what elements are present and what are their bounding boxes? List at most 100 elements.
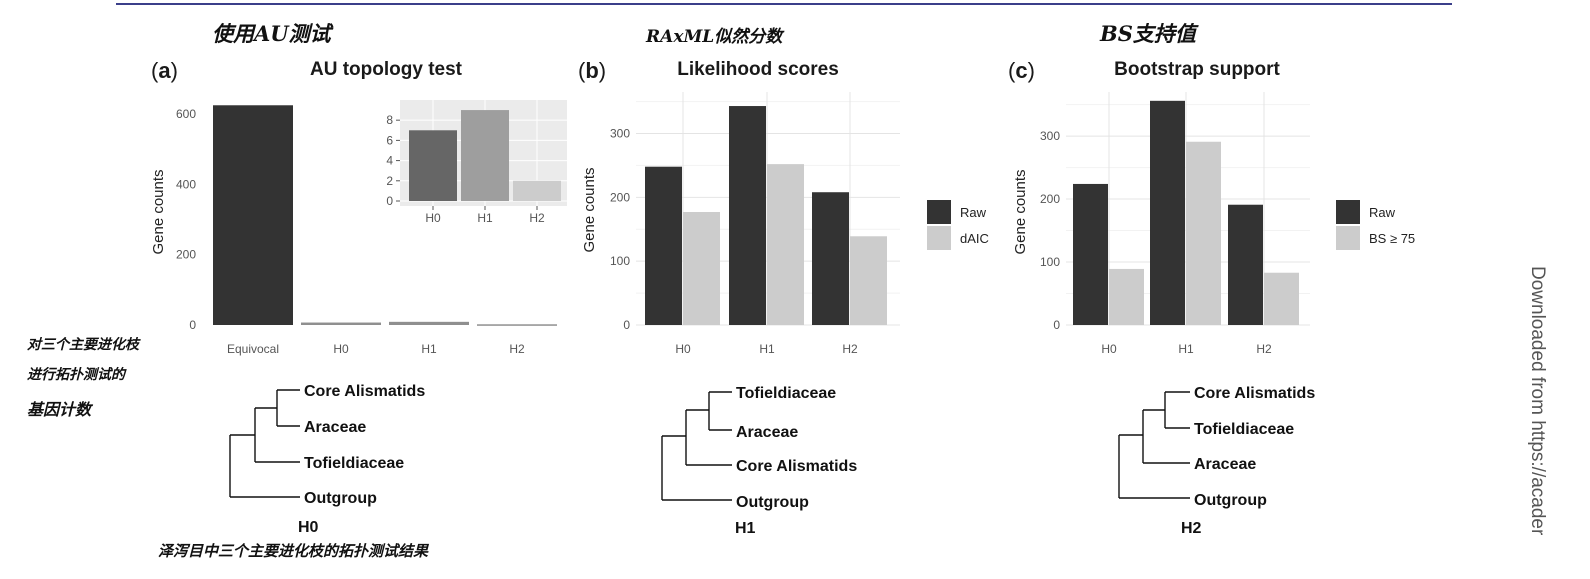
y-tick-label: 0 (189, 318, 196, 332)
tree-h0-taxon-2: Araceae (304, 419, 366, 436)
panel-a-y-axis: 0 200 400 600 (176, 107, 196, 332)
y-tick-label: 600 (176, 107, 196, 121)
panel-c-title: Bootstrap support (1114, 59, 1280, 80)
inset-x-tick-label: H2 (529, 211, 545, 225)
bar-h1-series-2 (1186, 141, 1221, 325)
legend-label-raw: Raw (1369, 205, 1396, 220)
annotation-raxml: RAxML似然分数 (646, 27, 783, 47)
tree-h0-name: H0 (298, 519, 319, 536)
panel-b-x-axis: H0 H1 H2 (675, 342, 858, 356)
inset-bar-h2 (513, 180, 561, 201)
bar-h2-series-1 (1228, 204, 1263, 325)
panel-a-bars (213, 105, 557, 326)
download-watermark: Downloaded from https://acader (1527, 266, 1548, 536)
inset-y-tick-label: 8 (386, 113, 393, 127)
panel-c-bars (1073, 100, 1299, 325)
panel-a-inset: 0 2 4 6 8 H0 H1 H2 (386, 100, 567, 225)
panel-b-label: (b) (578, 58, 606, 83)
panel-a: (a) AU topology test Gene counts 0200400… (150, 58, 567, 356)
bar-h2 (477, 324, 557, 326)
bar-h1-series-1 (729, 106, 766, 325)
bar-h2-series-2 (850, 236, 887, 325)
panel-a-title: AU topology test (310, 59, 463, 80)
tree-h1: Tofieldiaceae Araceae Core Alismatids Ou… (661, 385, 857, 537)
y-tick-label: 0 (623, 318, 630, 332)
tree-h2-branches (1118, 391, 1190, 499)
x-tick-label: H0 (333, 342, 349, 356)
inset-x-tick-label: H1 (477, 211, 493, 225)
inset-bar-h0 (409, 130, 457, 201)
panel-c-ylabel: Gene counts (1012, 169, 1029, 254)
panel-a-ylabel: Gene counts (150, 169, 167, 254)
x-tick-label: H1 (1178, 342, 1194, 356)
tree-h2-name: H2 (1181, 520, 1202, 537)
tree-h2-taxon-1: Core Alismatids (1194, 385, 1315, 402)
bar-h1-series-1 (1150, 100, 1185, 325)
bar-h0-series-1 (645, 166, 682, 325)
panel-b-legend: Raw dAIC (927, 200, 989, 250)
y-tick-label: 300 (610, 126, 630, 140)
inset-y-tick-label: 2 (386, 174, 393, 188)
tree-h0-taxon-1: Core Alismatids (304, 383, 425, 400)
x-tick-label: H0 (675, 342, 691, 356)
y-tick-label: 400 (176, 177, 196, 191)
tree-h0-branches (229, 389, 300, 498)
tree-h1-taxon-3: Core Alismatids (736, 458, 857, 475)
legend-swatch-daic (927, 226, 951, 250)
panel-c-label: (c) (1008, 58, 1035, 83)
tree-h2-taxon-2: Tofieldiaceae (1194, 421, 1294, 438)
y-tick-label: 300 (1040, 129, 1060, 143)
x-tick-label: H2 (509, 342, 525, 356)
inset-x-axis: H0 H1 H2 (425, 206, 545, 225)
panel-b-y-axis: 0 100 200 300 (610, 126, 630, 332)
tree-h1-taxon-1: Tofieldiaceae (736, 385, 836, 402)
inset-y-tick-label: 4 (386, 154, 393, 168)
bar-h2-series-1 (812, 192, 849, 325)
tree-h2-taxon-4: Outgroup (1194, 492, 1267, 509)
inset-bars (409, 110, 561, 201)
panel-c-legend: Raw BS ≥ 75 (1336, 200, 1415, 250)
annotation-au-test: 使用AU测试 (212, 21, 331, 46)
tree-h0-taxon-3: Tofieldiaceae (304, 455, 404, 472)
inset-bar-h1 (461, 110, 509, 201)
panel-a-label: (a) (151, 58, 178, 83)
y-tick-label: 100 (1040, 255, 1060, 269)
x-tick-label: H1 (421, 342, 437, 356)
y-tick-label: 200 (610, 190, 630, 204)
tree-h0-taxon-4: Outgroup (304, 490, 377, 507)
annotation-left-2: 进行拓扑测试的 (27, 367, 125, 383)
panel-b-title: Likelihood scores (677, 59, 839, 80)
panel-b-bars (645, 106, 887, 325)
x-tick-label: H2 (1256, 342, 1272, 356)
y-tick-label: 200 (1040, 192, 1060, 206)
tree-h2-taxon-3: Araceae (1194, 456, 1256, 473)
bar-h0 (301, 322, 381, 325)
inset-y-tick-label: 0 (386, 194, 393, 208)
x-tick-label: H0 (1101, 342, 1117, 356)
panel-c-x-axis: H0 H1 H2 (1101, 342, 1272, 356)
x-tick-label: H2 (842, 342, 858, 356)
inset-x-tick-label: H0 (425, 211, 441, 225)
bar-h1 (389, 321, 469, 325)
y-tick-label: 100 (610, 254, 630, 268)
annotation-bs: BS支持值 (1100, 21, 1196, 46)
legend-label-daic: dAIC (960, 231, 989, 246)
annotation-left-3: 基因计数 (27, 400, 92, 419)
panel-b: (b) Likelihood scores Gene counts 0 100 20… (578, 58, 989, 356)
top-rule (116, 3, 1452, 5)
tree-h1-branches (661, 391, 732, 501)
annotation-left-1: 对三个主要进化枝 (27, 337, 139, 353)
inset-y-tick-label: 6 (386, 133, 393, 147)
bar-equivocal (213, 105, 293, 325)
bar-h0-series-2 (1109, 268, 1144, 325)
legend-swatch-bs75 (1336, 226, 1360, 250)
tree-h2: Core Alismatids Tofieldiaceae Araceae Ou… (1118, 385, 1315, 537)
tree-h1-taxon-4: Outgroup (736, 494, 809, 511)
inset-y-axis: 0 2 4 6 8 (386, 113, 400, 208)
tree-h0: Core Alismatids Araceae Tofieldiaceae Ou… (229, 383, 425, 536)
x-tick-label: Equivocal (227, 342, 279, 356)
legend-label-bs75: BS ≥ 75 (1369, 231, 1415, 246)
y-tick-label: 0 (1053, 318, 1060, 332)
y-tick-label: 200 (176, 248, 196, 262)
bar-h0-series-1 (1073, 183, 1108, 325)
